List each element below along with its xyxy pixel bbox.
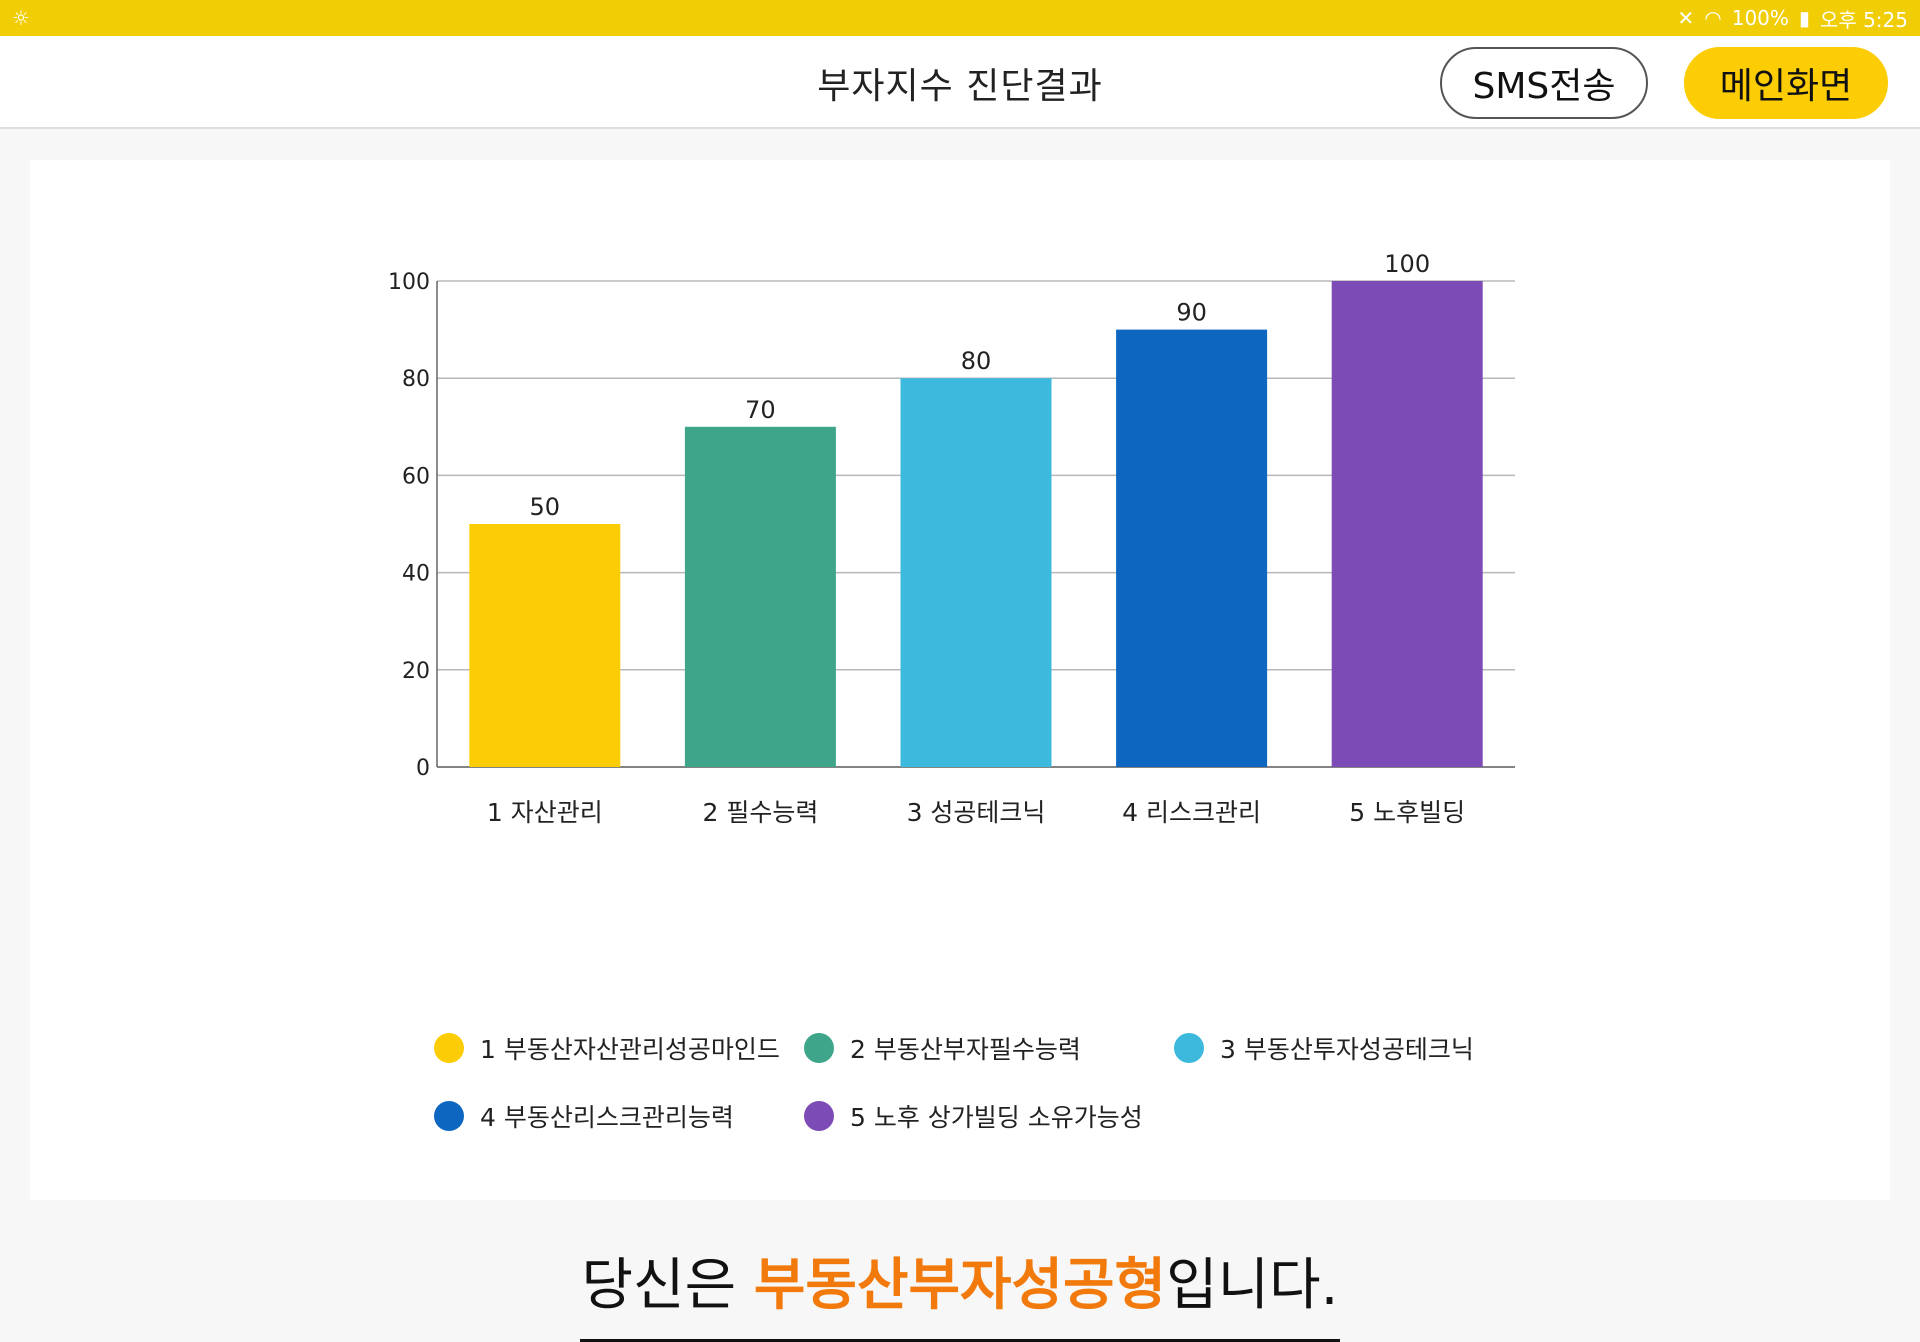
mute-icon: ✕ — [1677, 6, 1695, 30]
battery-icon: ▮ — [1798, 6, 1810, 30]
bar — [684, 426, 836, 767]
result-type-name: 부동산부자성공형 — [753, 1253, 1167, 1318]
legend-label: 2 부동산부자필수능력 — [850, 1035, 1081, 1064]
y-tick-label: 20 — [402, 659, 430, 684]
legend-label: 4 부동산리스크관리능력 — [480, 1103, 734, 1132]
legend-item: 5 노후 상가빌딩 소유가능성 — [804, 1098, 1143, 1134]
result-suffix: 입니다. — [1166, 1253, 1339, 1318]
data-label: 50 — [530, 493, 561, 521]
legend-swatch — [1174, 1033, 1204, 1063]
x-tick-label: 2 필수능력 — [702, 798, 818, 827]
y-tick-label: 0 — [416, 756, 430, 781]
result-text: 당신은 부동산부자성공형입니다. — [579, 1240, 1341, 1342]
data-label: 90 — [1176, 299, 1207, 327]
brightness-icon: ☼ — [12, 6, 30, 30]
data-label: 80 — [961, 347, 992, 375]
result-prefix: 당신은 — [581, 1253, 754, 1318]
y-tick-label: 40 — [402, 562, 430, 587]
legend-item: 1 부동산자산관리성공마인드 — [434, 1030, 780, 1066]
page-title: 부자지수 진단결과 — [817, 65, 1103, 107]
legend-swatch — [804, 1101, 834, 1131]
wifi-icon: ◠ — [1704, 6, 1722, 30]
bar — [1331, 281, 1483, 767]
y-tick-label: 60 — [402, 464, 430, 489]
bar-chart: 0 20 40 60 80 100 50 1 자산관리 70 2 필수능력 80 3 성공테크닉 90 4… — [388, 250, 1515, 827]
legend-swatch — [434, 1101, 464, 1131]
bar — [469, 524, 621, 767]
sms-send-button[interactable]: SMS전송 — [1440, 47, 1648, 119]
legend-item: 2 부동산부자필수능력 — [804, 1030, 1081, 1066]
y-tick-label: 80 — [402, 367, 430, 392]
data-label: 70 — [745, 396, 776, 424]
bar — [1116, 329, 1268, 767]
legend-label: 3 부동산투자성공테크닉 — [1220, 1035, 1474, 1064]
bar — [900, 378, 1052, 767]
result-card: 0 20 40 60 80 100 50 1 자산관리 70 2 필수능력 80 3 성공테크닉 90 4… — [30, 160, 1890, 1342]
x-tick-label: 5 노후빌딩 — [1349, 798, 1465, 827]
app-header: 부자지수 진단결과 SMS전송 메인화면 — [0, 36, 1920, 129]
battery-percent: 100% — [1731, 6, 1789, 30]
legend-item: 3 부동산투자성공테크닉 — [1174, 1030, 1474, 1066]
legend-label: 5 노후 상가빌딩 소유가능성 — [850, 1103, 1143, 1132]
data-label: 100 — [1384, 250, 1430, 278]
legend-label: 1 부동산자산관리성공마인드 — [480, 1035, 780, 1064]
x-tick-label: 1 자산관리 — [487, 798, 603, 827]
main-screen-button[interactable]: 메인화면 — [1684, 47, 1888, 119]
status-bar: ☼ ✕ ◠ 100% ▮ 오후 5:25 — [0, 0, 1920, 36]
clock: 오후 5:25 — [1819, 7, 1908, 32]
x-tick-label: 4 리스크관리 — [1122, 798, 1261, 827]
y-tick-label: 100 — [388, 270, 430, 295]
legend-item: 4 부동산리스크관리능력 — [434, 1098, 734, 1134]
result-statement: 당신은 부동산부자성공형입니다. — [30, 1240, 1890, 1342]
x-tick-label: 3 성공테크닉 — [907, 798, 1046, 827]
legend-swatch — [434, 1033, 464, 1063]
legend-swatch — [804, 1033, 834, 1063]
